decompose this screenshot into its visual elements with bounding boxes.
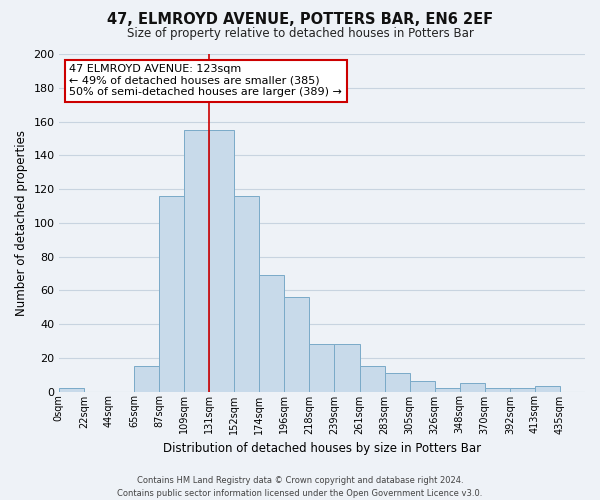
Bar (59, 388, 84, 392)
Bar (134, 366, 159, 392)
Bar (184, 130, 209, 392)
Bar (535, 386, 560, 392)
Bar (234, 196, 259, 392)
Text: Size of property relative to detached houses in Potters Bar: Size of property relative to detached ho… (127, 28, 473, 40)
Bar (209, 130, 234, 392)
Bar (334, 344, 359, 392)
Text: Contains HM Land Registry data © Crown copyright and database right 2024.
Contai: Contains HM Land Registry data © Crown c… (118, 476, 482, 498)
Bar (385, 373, 410, 392)
Bar (485, 388, 510, 392)
Text: 47, ELMROYD AVENUE, POTTERS BAR, EN6 2EF: 47, ELMROYD AVENUE, POTTERS BAR, EN6 2EF (107, 12, 493, 28)
X-axis label: Distribution of detached houses by size in Potters Bar: Distribution of detached houses by size … (163, 442, 481, 455)
Bar (310, 344, 334, 392)
Bar (359, 366, 385, 392)
Bar (510, 388, 535, 392)
Text: 47 ELMROYD AVENUE: 123sqm
← 49% of detached houses are smaller (385)
50% of semi: 47 ELMROYD AVENUE: 123sqm ← 49% of detac… (70, 64, 342, 98)
Bar (259, 275, 284, 392)
Y-axis label: Number of detached properties: Number of detached properties (15, 130, 28, 316)
Bar (410, 382, 434, 392)
Bar (159, 196, 184, 392)
Bar (284, 297, 310, 392)
Bar (434, 388, 460, 392)
Bar (460, 383, 485, 392)
